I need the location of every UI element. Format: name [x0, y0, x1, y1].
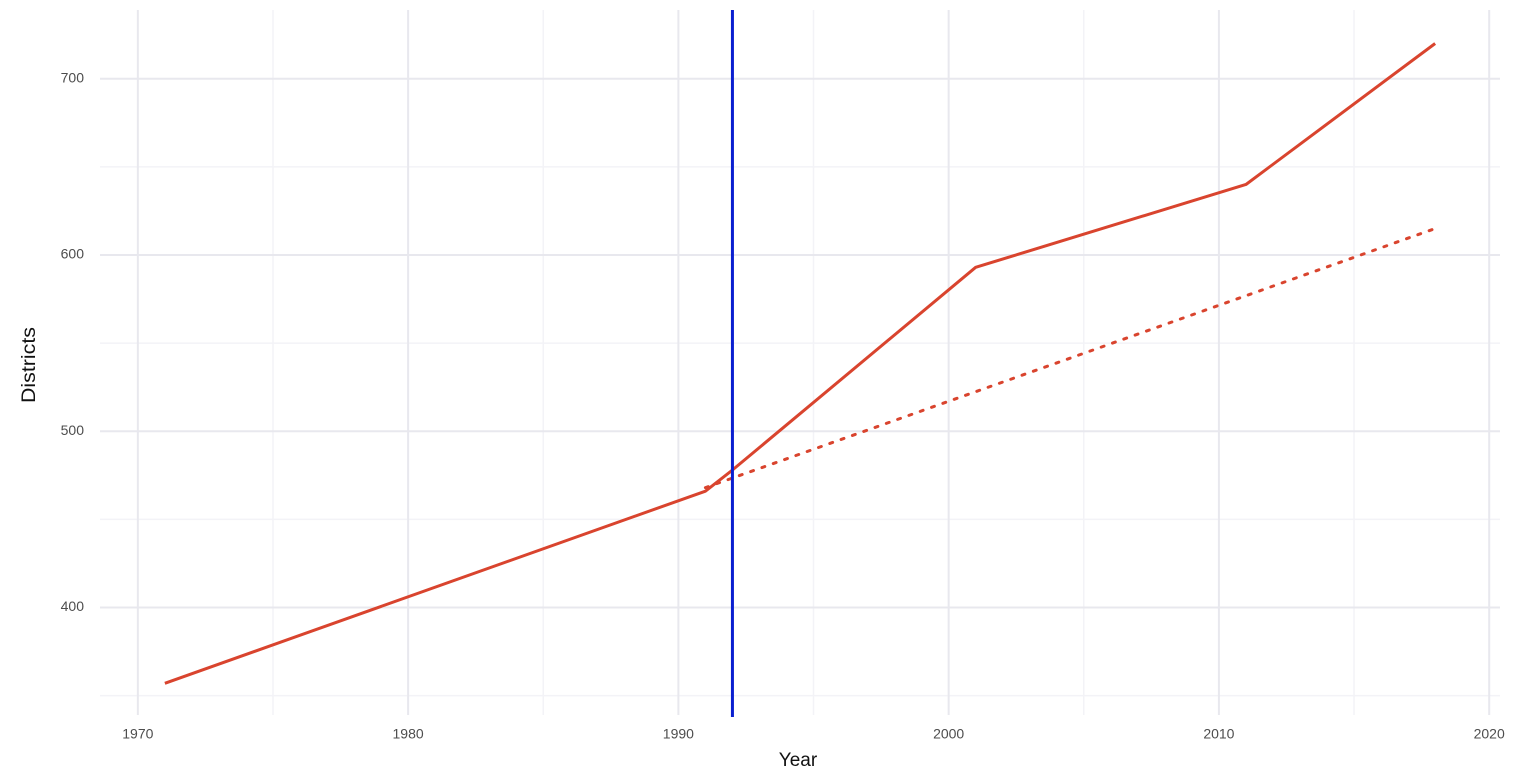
y-axis-title: Districts [19, 327, 40, 403]
x-tick-label: 2020 [1474, 726, 1505, 742]
x-axis-title: Year [779, 750, 818, 771]
series-line [703, 227, 1437, 490]
series-line [164, 42, 1437, 685]
x-tick-label: 2000 [933, 726, 964, 742]
y-tick-label: 700 [61, 69, 85, 85]
x-tick-label: 2010 [1203, 726, 1234, 742]
y-tick-label: 500 [61, 422, 85, 438]
y-tick-label: 400 [61, 598, 85, 614]
x-tick-label: 1980 [393, 726, 424, 742]
x-tick-label: 1990 [663, 726, 694, 742]
y-tick-label: 600 [61, 246, 85, 262]
x-tick-label: 1970 [122, 726, 153, 742]
